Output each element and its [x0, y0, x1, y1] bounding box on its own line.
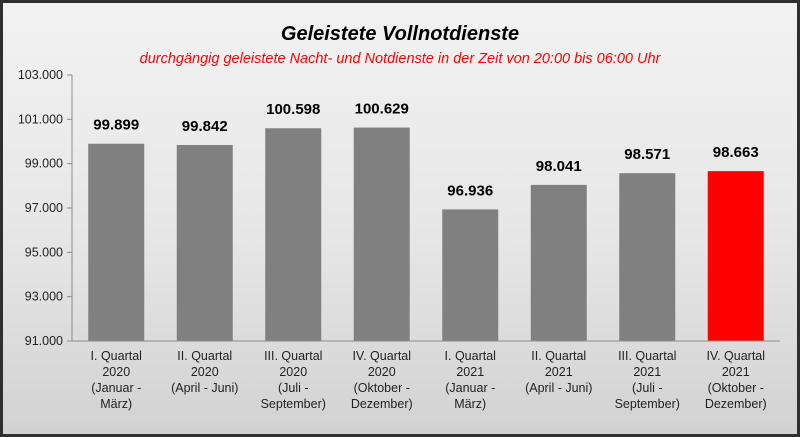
x-tick-label-line: 2020	[368, 365, 396, 379]
x-tick-label-line: März)	[100, 397, 132, 411]
bar	[442, 209, 499, 341]
bar	[530, 184, 587, 341]
x-tick-label-line: September)	[615, 397, 680, 411]
y-axis: 91.000 93.000 95.000 97.000 99.000 101.000 103…	[18, 68, 73, 348]
bar	[265, 128, 322, 341]
x-tick-label-line: (Januar -	[445, 381, 495, 395]
x-tick-label: II. Quartal 2020 (April - Juni)	[171, 349, 238, 395]
bar	[353, 127, 410, 342]
y-tick-label: 95.000	[25, 245, 63, 259]
y-tick-label: 99.000	[25, 157, 63, 171]
x-tick-label-line: II. Quartal	[177, 349, 232, 363]
bar	[619, 173, 676, 341]
x-tick-label-line: Dezember)	[351, 397, 413, 411]
x-tick-label-line: Dezember)	[705, 397, 767, 411]
x-tick-label-line: 2021	[633, 365, 661, 379]
x-tick-label-line: (April - Juni)	[525, 381, 592, 395]
x-tick-label-line: (Juli -	[278, 381, 309, 395]
x-tick-label-line: März)	[454, 397, 486, 411]
data-label: 96.936	[447, 182, 493, 199]
chart-subtitle: durchgängig geleistete Nacht- und Notdie…	[140, 51, 662, 67]
x-tick-label-line: I. Quartal	[445, 349, 496, 363]
x-tick-label-line: I. Quartal	[91, 349, 142, 363]
data-label: 99.842	[182, 118, 228, 135]
data-label: 99.899	[93, 117, 139, 134]
x-tick-label-line: III. Quartal	[264, 349, 322, 363]
x-tick-label-line: 2021	[722, 365, 750, 379]
x-tick-label: III. Quartal 2021 (Juli - September)	[615, 349, 680, 411]
y-tick-label: 103.000	[18, 68, 63, 82]
x-tick-label-line: (Oktober -	[354, 381, 410, 395]
x-tick-label: I. Quartal 2021 (Januar - März)	[445, 349, 496, 411]
bar	[707, 171, 764, 341]
bar	[88, 143, 145, 341]
x-tick-label-line: September)	[261, 397, 326, 411]
data-label: 100.598	[266, 101, 320, 118]
x-tick-label-line: 2020	[102, 365, 130, 379]
x-tick-label-line: 2021	[545, 365, 573, 379]
x-tick-label-line: (Juli -	[632, 381, 663, 395]
y-tick-label: 93.000	[25, 290, 63, 304]
data-label: 98.041	[536, 158, 582, 175]
x-tick-label-line: IV. Quartal	[706, 349, 765, 363]
x-tick-label-line: (Oktober -	[708, 381, 764, 395]
data-label: 100.629	[355, 101, 409, 118]
x-tick-label: IV. Quartal 2021 (Oktober - Dezember)	[705, 349, 767, 411]
x-tick-label-line: (April - Juni)	[171, 381, 238, 395]
x-tick-label-line: IV. Quartal	[352, 349, 411, 363]
x-tick-label-line: 2021	[456, 365, 484, 379]
y-tick-label: 97.000	[25, 201, 63, 215]
x-tick-label: II. Quartal 2021 (April - Juni)	[525, 349, 592, 395]
x-tick-label-line: 2020	[191, 365, 219, 379]
chart-title: Geleistete Vollnotdienste	[281, 23, 519, 45]
x-tick-label-line: III. Quartal	[618, 349, 676, 363]
x-tick-label-line: (Januar -	[91, 381, 141, 395]
x-tick-label: IV. Quartal 2020 (Oktober - Dezember)	[351, 349, 413, 411]
bar	[176, 145, 233, 341]
y-tick-label: 91.000	[25, 334, 63, 348]
x-axis: I. Quartal 2020 (Januar - März) II. Quartal 2…	[72, 340, 780, 411]
data-label: 98.663	[713, 144, 759, 161]
x-tick-label-line: 2020	[279, 365, 307, 379]
x-tick-label-line: II. Quartal	[531, 349, 586, 363]
data-label: 98.571	[624, 146, 670, 163]
y-tick-label: 101.000	[18, 112, 63, 126]
x-tick-label: I. Quartal 2020 (Januar - März)	[91, 349, 142, 411]
bars: 99.899 99.842 100.598 100.629 96.936 98.041 98…	[88, 101, 764, 342]
x-tick-label: III. Quartal 2020 (Juli - September)	[261, 349, 326, 411]
